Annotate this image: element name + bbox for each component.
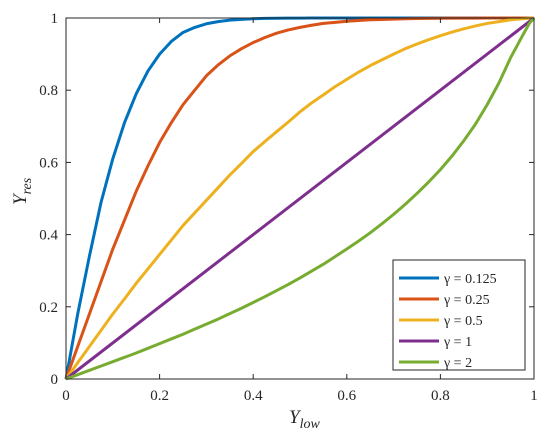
axes-box (65, 17, 535, 380)
y-tick-label: 0.8 (39, 83, 58, 99)
series-line-3 (65, 16, 535, 381)
series-line-2 (64, 16, 535, 380)
legend-label-1: γ = 0.25 (443, 293, 490, 308)
y-tick-label: 0.6 (39, 155, 58, 171)
y-axis-label-main: Y (10, 192, 31, 205)
legend: γ = 0.125 γ = 0.25 γ = 0.5 γ = 1 γ = 2 (392, 259, 526, 371)
x-axis-label-main: Y (289, 407, 302, 428)
legend-label-4: γ = 2 (443, 356, 472, 371)
y-tick-label: 0 (51, 372, 59, 388)
x-tick-label: 0.4 (244, 388, 263, 404)
legend-label-2: γ = 0.5 (443, 314, 483, 329)
y-tick-label: 0.4 (39, 228, 58, 244)
y-axis-label: Yres (10, 177, 35, 205)
y-tick-label: 0.2 (39, 300, 58, 316)
x-tick-label: 1 (530, 388, 538, 404)
legend-label-0: γ = 0.125 (443, 272, 497, 287)
series-line-4 (65, 17, 536, 381)
y-tick-label: 1 (51, 11, 59, 27)
x-tick-label: 0.2 (150, 388, 169, 404)
x-tick-label: 0.6 (337, 388, 356, 404)
y-axis-label-sub: res (20, 177, 35, 194)
x-tick-label: 0 (62, 388, 70, 404)
legend-label-3: γ = 1 (443, 335, 472, 350)
x-axis-label: Ylow (289, 407, 320, 432)
ticks-layer: 0 0.2 0.4 0.6 0.8 1 0 0.2 0.4 0.6 0.8 1 (39, 11, 538, 404)
x-tick-label: 0.8 (431, 388, 450, 404)
x-axis-label-sub: low (300, 417, 321, 432)
